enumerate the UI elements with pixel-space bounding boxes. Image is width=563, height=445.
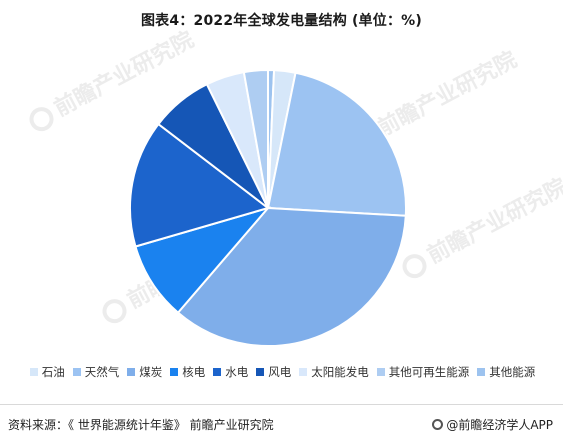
legend-item: 其他可再生能源 (376, 364, 470, 380)
pie-slice-6 (129, 122, 271, 248)
legend-label: 太阳能发电 (311, 365, 369, 379)
legend-swatch (299, 368, 308, 376)
pie-slice-9 (242, 68, 269, 209)
legend-item: 核电 (170, 364, 205, 380)
legend-label: 煤炭 (139, 365, 163, 379)
legend-label: 石油 (41, 365, 65, 379)
legend-label: 天然气 (84, 365, 120, 379)
legend-item: 石油 (29, 364, 65, 380)
legend-item: 太阳能发电 (299, 364, 369, 380)
legend-label: 其他可再生能源 (388, 365, 470, 379)
legend-item: 煤炭 (127, 364, 162, 380)
chart-legend: 石油 天然气 煤炭 核电 水电 风电 太阳能发电 其他可再生能源 其他能源 (10, 364, 555, 380)
legend-swatch (256, 368, 265, 376)
source-note: 资料来源：《 世界能源统计年鉴》 前瞻产业研究院 (8, 418, 274, 432)
legend-label: 核电 (182, 365, 206, 379)
pie-slice-3 (266, 71, 407, 217)
brand-credit: @前瞻经济学人APP (432, 416, 553, 433)
legend-swatch (376, 368, 385, 376)
pie-chart (129, 68, 407, 347)
legend-swatch (213, 368, 222, 376)
legend-swatch (29, 368, 38, 376)
legend-item: 天然气 (72, 364, 120, 380)
brand-logo-icon (432, 419, 444, 430)
legend-item: 风电 (256, 364, 291, 380)
legend-label: 其他能源 (489, 365, 536, 379)
legend-swatch (170, 368, 179, 376)
footer: 资料来源：《 世界能源统计年鉴》 前瞻产业研究院 @前瞻经济学人APP (0, 404, 563, 445)
legend-swatch (72, 368, 81, 376)
legend-swatch (127, 368, 136, 376)
legend-label: 风电 (268, 365, 292, 379)
legend-item: 水电 (213, 364, 248, 380)
pie-slice-4 (176, 206, 407, 347)
legend-label: 水电 (225, 365, 249, 379)
legend-item: 其他能源 (477, 364, 535, 380)
brand-text: @前瞻经济学人APP (446, 418, 553, 432)
pie-slice-5 (134, 206, 271, 315)
chart-title: 图表4：2022年全球发电量结构 (单位：%) (140, 13, 422, 29)
legend-swatch (477, 368, 486, 376)
